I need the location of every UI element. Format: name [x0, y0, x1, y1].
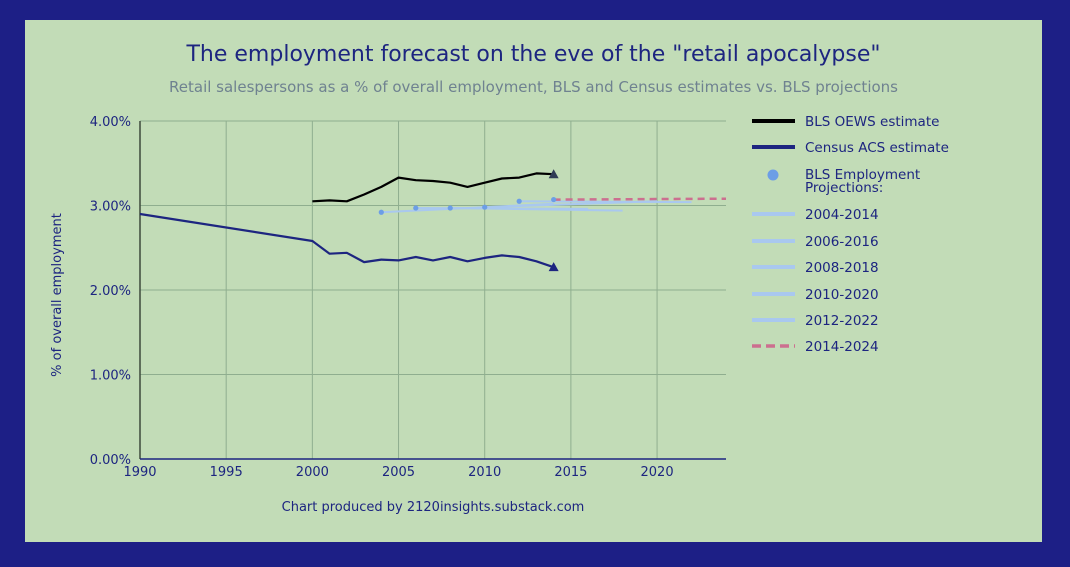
chart-credit: Chart produced by 2120insights.substack.…	[281, 500, 585, 515]
axes: 1990 1995 2000 2005 2010 2015 2020 0.00% 1.00% 2.…	[90, 115, 726, 480]
legend-census-acs-label: Census ACS estimate	[805, 140, 949, 156]
series-end-marker	[548, 262, 559, 272]
x-tick-label: 2010	[468, 465, 501, 480]
y-tick-label: 3.00%	[90, 200, 131, 215]
legend-projection-2008-2018-label: 2008-2018	[805, 260, 879, 276]
x-tick-label: 2020	[641, 465, 674, 480]
x-tick-label: 1995	[210, 465, 243, 480]
series-group	[139, 169, 727, 272]
x-tick-label: 2000	[296, 465, 329, 480]
y-tick-label: 1.00%	[90, 369, 131, 384]
x-tick-label: 2005	[382, 465, 415, 480]
projection-line-2008-2018	[450, 207, 623, 212]
legend-projection-2006-2016-label: 2006-2016	[805, 234, 879, 250]
legend-header-line: BLS Employment	[805, 167, 920, 183]
chart-background	[25, 20, 1042, 542]
legend-projection-2012-2022-label: 2012-2022	[805, 313, 879, 329]
projection-point	[551, 196, 557, 203]
projection-point	[413, 205, 419, 211]
projection-point	[378, 209, 384, 215]
chart-subtitle: Retail salespersons as a % of overall em…	[169, 78, 898, 96]
series-line-bls-oews-estimate	[312, 172, 554, 203]
legend-header-line: Projections:	[805, 180, 883, 196]
legend-projections-header: BLS Employment Projections:	[805, 167, 920, 196]
series-line-census-acs-estimate	[139, 212, 554, 269]
chart-title: The employment forecast on the eve of th…	[186, 42, 881, 67]
projection-point	[516, 198, 522, 204]
projection-line-2014-2024	[553, 197, 727, 201]
legend-projection-2004-2014-label: 2004-2014	[805, 207, 879, 223]
projection-point	[482, 204, 488, 210]
projection-point	[447, 205, 453, 211]
legend-projection-2010-2020-label: 2010-2020	[805, 287, 879, 303]
y-axis-label: % of overall employment	[50, 213, 65, 377]
y-tick-label: 4.00%	[90, 115, 131, 130]
legend-bls-oews-label: BLS OEWS estimate	[805, 114, 939, 130]
series-end-marker	[548, 169, 559, 179]
legend-projection-point-swatch	[767, 169, 779, 181]
x-tick-label: 1990	[123, 465, 156, 480]
legend: BLS OEWS estimate Census ACS estimate BLS …	[752, 114, 949, 355]
legend-projection-2014-2024-label: 2014-2024	[805, 339, 879, 355]
x-tick-label: 2015	[554, 465, 587, 480]
projection-line-2012-2022	[519, 200, 692, 204]
y-tick-label: 2.00%	[90, 284, 131, 299]
gridlines	[139, 120, 726, 460]
y-tick-label: 0.00%	[90, 453, 131, 468]
